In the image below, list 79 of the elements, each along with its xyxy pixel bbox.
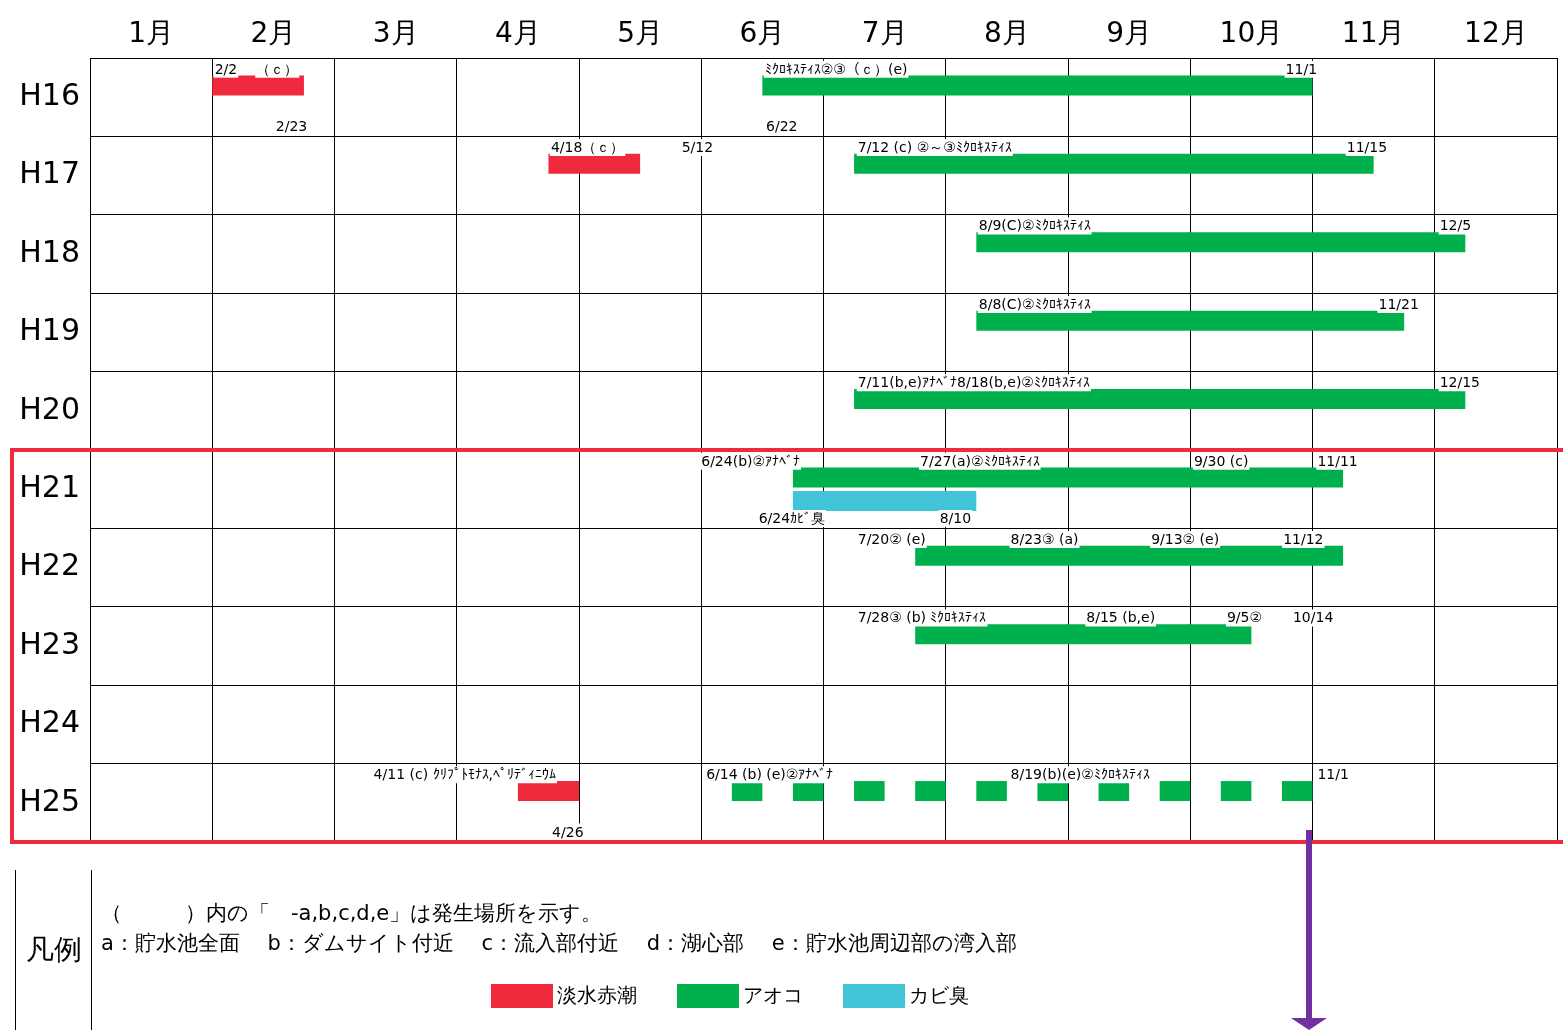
annotation: 6/24(b)②ｱﾅﾍﾞﾅ bbox=[701, 452, 801, 469]
annotation: 2/2 bbox=[214, 60, 238, 77]
bar bbox=[854, 389, 1466, 410]
annotation: 8/8(C)②ﾐｸﾛｷｽﾃｨｽ bbox=[978, 295, 1091, 312]
y-tick-label: H19 bbox=[19, 312, 80, 348]
annotation: 12/5 bbox=[1439, 217, 1472, 234]
annotation: 11/21 bbox=[1378, 295, 1419, 312]
bar bbox=[1159, 781, 1191, 802]
legend-title: 凡例 bbox=[16, 870, 92, 1030]
bar bbox=[854, 153, 1374, 174]
y-tick-label: H24 bbox=[19, 704, 80, 740]
annotation: 8/15 (b,e) bbox=[1086, 609, 1156, 626]
x-tick-label: 9月 bbox=[1106, 16, 1153, 50]
annotation: 9/5② bbox=[1226, 609, 1263, 626]
annotation: 7/12 (c) ②～③ﾐｸﾛｷｽﾃｨｽ bbox=[857, 139, 1012, 156]
annotation: 5/12 bbox=[681, 139, 714, 156]
annotation: 8/23③ (a) bbox=[1010, 531, 1079, 548]
annotation: 9/13② (e) bbox=[1151, 531, 1220, 548]
annotation: 11/12 bbox=[1283, 531, 1324, 548]
annotation: 11/1 bbox=[1317, 766, 1349, 783]
x-tick-label: 10月 bbox=[1219, 16, 1284, 50]
annotation: 2/23 bbox=[275, 117, 308, 134]
annotation: 7/28③ (b) ﾐｸﾛｷｽﾃｨｽ bbox=[857, 609, 987, 626]
text: （ ）内の「 -a,b,c,d,e」は発生場所を示す。 bbox=[101, 900, 604, 927]
legend-label: カビ臭 bbox=[909, 982, 969, 1009]
annotation: 6/24ｶﾋﾞ臭 bbox=[758, 509, 826, 526]
annotation: 6/22 bbox=[766, 117, 798, 134]
annotation: 8/10 bbox=[939, 509, 972, 526]
annotation: 11/1 bbox=[1285, 60, 1318, 77]
x-tick-label: 3月 bbox=[372, 16, 419, 50]
annotation: ﾐｸﾛｷｽﾃｨｽ②③（ｃ）(e) bbox=[764, 60, 908, 77]
y-tick-label: H22 bbox=[19, 547, 80, 583]
bar bbox=[976, 232, 1466, 253]
x-tick-label: 5月 bbox=[617, 16, 664, 50]
annotation: 4/26 bbox=[552, 823, 584, 840]
annotation: 11/11 bbox=[1317, 452, 1358, 469]
annotation: 12/15 bbox=[1439, 374, 1480, 391]
bar bbox=[976, 310, 1405, 331]
annotation: 7/20② (e) bbox=[857, 531, 926, 548]
bar bbox=[548, 153, 641, 174]
x-tick-label: 6月 bbox=[739, 16, 786, 50]
annotation: 7/27(a)②ﾐｸﾛｷｽﾃｨｽ bbox=[920, 452, 1040, 469]
x-tick-label: 2月 bbox=[250, 16, 297, 50]
y-tick-label: H20 bbox=[19, 390, 80, 426]
text: a：貯水池全面 b：ダムサイト付近 c：流入部付近 d：湖心部 e：貯水池周辺部の湾入部 bbox=[101, 930, 1017, 957]
x-tick-label: 4月 bbox=[494, 16, 541, 50]
annotation: 9/30 (c) bbox=[1193, 452, 1249, 469]
annotation: 7/11(b,e)ｱﾅﾍﾞﾅ8/18(b,e)②ﾐｸﾛｷｽﾃｨｽ bbox=[857, 374, 1090, 391]
annotation: 11/15 bbox=[1346, 139, 1388, 156]
annotation: （ｃ） bbox=[256, 60, 299, 77]
bar bbox=[792, 467, 1344, 488]
bar bbox=[792, 490, 977, 511]
annotation: 10/14 bbox=[1292, 609, 1334, 626]
annotation: 8/9(C)②ﾐｸﾛｷｽﾃｨｽ bbox=[978, 217, 1091, 234]
x-tick-label: 1月 bbox=[128, 16, 175, 50]
bar bbox=[915, 545, 1344, 566]
legend-label: 淡水赤潮 bbox=[557, 982, 637, 1009]
bar bbox=[1281, 781, 1313, 802]
y-tick-label: H18 bbox=[19, 233, 80, 269]
annotation: 4/11 (c) ｸﾘﾌﾟﾄﾓﾅｽ,ﾍﾟﾘﾃﾞｨﾆｳﾑ bbox=[373, 766, 557, 783]
y-tick-label: H25 bbox=[19, 782, 80, 818]
y-tick-label: H16 bbox=[19, 77, 80, 112]
x-tick-label: 12月 bbox=[1464, 16, 1528, 50]
bar bbox=[854, 781, 885, 802]
annotation: 4/18（ｃ） bbox=[550, 139, 625, 156]
x-tick-label: 7月 bbox=[861, 16, 908, 50]
bar bbox=[915, 624, 1252, 645]
bar bbox=[915, 781, 946, 802]
bar bbox=[762, 75, 1313, 96]
bar bbox=[1220, 781, 1252, 802]
bar bbox=[976, 781, 1007, 802]
annotation: 6/14 (b) (e)②ｱﾅﾍﾞﾅ bbox=[706, 766, 834, 783]
y-tick-label: H17 bbox=[19, 155, 80, 191]
legend-label: アオコ bbox=[743, 982, 803, 1009]
annotation: 8/19(b)(e)②ﾐｸﾛｷｽﾃｨｽ bbox=[1010, 766, 1150, 783]
y-tick-label: H21 bbox=[19, 469, 80, 504]
y-tick-label: H23 bbox=[19, 625, 80, 661]
x-tick-label: 11月 bbox=[1341, 16, 1406, 50]
x-tick-label: 8月 bbox=[983, 16, 1030, 50]
